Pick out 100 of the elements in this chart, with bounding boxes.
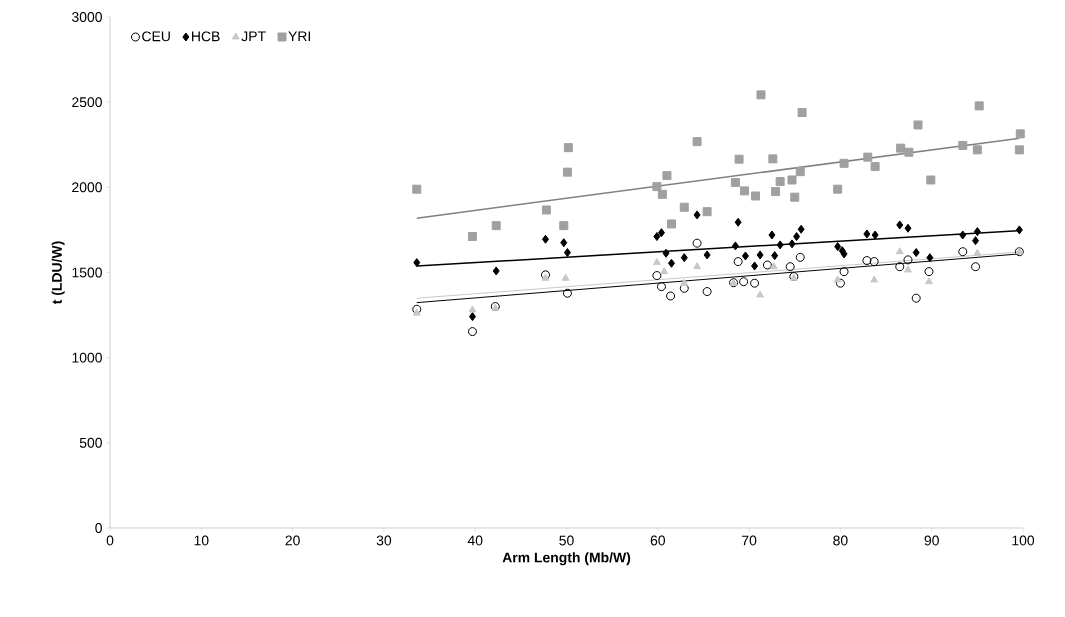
point (467, 232, 477, 242)
point (974, 101, 984, 111)
point (559, 221, 569, 231)
point (467, 327, 477, 337)
x-axis-title: Arm Length (Mb/W) (502, 552, 631, 566)
point (924, 267, 934, 277)
point (795, 252, 805, 262)
point (562, 288, 572, 298)
point (412, 304, 422, 314)
point (560, 238, 568, 248)
point (790, 192, 800, 202)
point (833, 275, 842, 283)
point (835, 278, 845, 288)
y-tick-label: 1500 (72, 267, 102, 278)
point (896, 220, 904, 230)
point (741, 251, 749, 261)
point (541, 205, 551, 215)
point (863, 229, 871, 239)
point (756, 90, 766, 100)
point (870, 162, 880, 172)
point (869, 257, 879, 267)
point (662, 171, 672, 181)
legend-label: HCB (192, 31, 220, 42)
point (413, 258, 421, 268)
point (468, 305, 477, 313)
point (768, 230, 776, 240)
point (895, 247, 904, 255)
point (656, 282, 666, 292)
point (652, 258, 661, 266)
point (958, 247, 968, 257)
point (871, 230, 879, 240)
point (787, 175, 797, 185)
point (693, 262, 702, 270)
x-tick-label: 0 (106, 535, 114, 546)
y-tick-label: 500 (79, 437, 102, 448)
y-tick-label: 0 (95, 523, 102, 533)
y-tick-label: 2000 (72, 182, 102, 193)
point (680, 253, 688, 263)
point (958, 140, 968, 150)
point (657, 189, 667, 199)
point (702, 207, 712, 217)
point (771, 251, 779, 261)
point (562, 167, 572, 177)
point (652, 182, 662, 192)
legend-label: YRI (288, 31, 310, 42)
point (972, 145, 982, 155)
x-tick-label: 80 (833, 535, 848, 546)
point (926, 253, 934, 263)
point (926, 175, 936, 185)
point (775, 177, 785, 187)
point (973, 227, 981, 237)
point (652, 271, 662, 281)
point (739, 277, 749, 287)
point (563, 248, 571, 258)
point (795, 167, 805, 177)
x-tick-label: 40 (467, 535, 483, 546)
point (912, 248, 920, 258)
y-tick-label: 1000 (72, 352, 102, 363)
point (412, 308, 421, 316)
point (973, 248, 982, 256)
point (903, 255, 913, 265)
point (768, 154, 778, 164)
point (904, 223, 912, 233)
point (733, 257, 743, 267)
point (788, 239, 796, 249)
y-axis-title: t (LDU/W) (51, 241, 65, 305)
point (666, 291, 676, 301)
point (662, 248, 670, 258)
point (702, 287, 712, 297)
point (793, 232, 801, 242)
point (762, 260, 772, 270)
x-tick-label: 30 (376, 535, 392, 546)
point (785, 262, 795, 272)
point (972, 236, 980, 246)
x-tick-label: 90 (924, 535, 939, 546)
legend-label: JPT (241, 31, 266, 42)
point (1014, 145, 1024, 155)
point (491, 221, 501, 231)
point (660, 267, 669, 275)
point (563, 143, 573, 153)
point (561, 273, 570, 281)
point (542, 234, 550, 244)
point (839, 267, 849, 277)
point (904, 265, 912, 273)
point (863, 152, 873, 162)
point (751, 191, 760, 201)
point (734, 154, 744, 164)
x-tick-label: 60 (650, 535, 666, 546)
point (730, 178, 740, 188)
point (870, 275, 879, 283)
point (750, 278, 760, 288)
point (692, 137, 702, 147)
point (862, 256, 872, 266)
point (797, 224, 805, 234)
point (693, 210, 701, 220)
x-tick-label: 20 (285, 535, 300, 546)
point (833, 184, 843, 194)
point (731, 241, 739, 251)
point (911, 293, 921, 303)
point (1015, 225, 1023, 235)
